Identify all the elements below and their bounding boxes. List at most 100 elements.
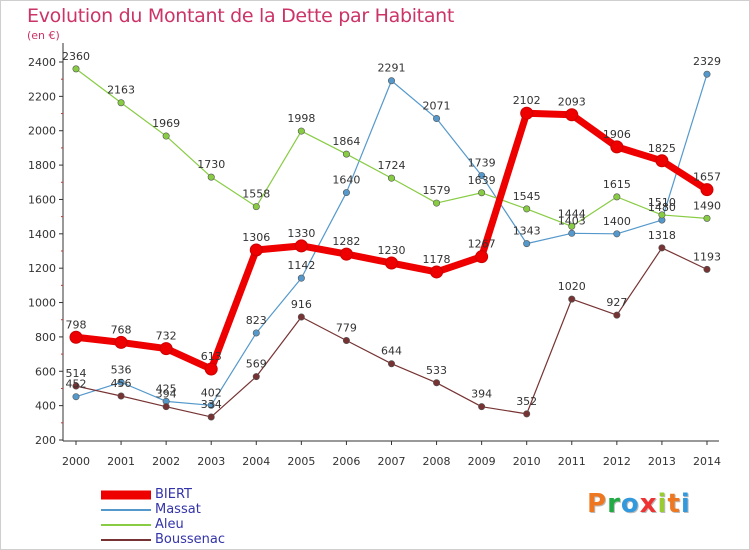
data-point [249,243,263,257]
data-label: 2071 [423,100,451,113]
data-label: 536 [111,363,132,376]
y-tick-label: 800 [35,331,56,344]
data-point [297,127,305,135]
data-label: 732 [156,330,177,343]
data-point [478,403,486,411]
x-tick-label: 2007 [377,455,405,468]
data-point [433,199,441,207]
data-point [342,150,350,158]
logo-letter: o [620,489,640,519]
x-tick-label: 2000 [62,455,90,468]
data-label: 1657 [693,171,721,184]
data-label: 1178 [423,253,451,266]
data-point [159,342,173,356]
data-label: 1403 [558,214,586,227]
data-point [294,239,308,253]
data-point [703,214,711,222]
data-point [117,378,125,386]
data-point [613,193,621,201]
data-label: 2360 [62,50,90,63]
x-tick-label: 2005 [287,455,315,468]
x-tick-label: 2009 [468,455,496,468]
data-point [568,229,576,237]
data-point [207,401,215,409]
y-tick-label: 400 [35,400,56,413]
data-point [342,189,350,197]
data-label: 1306 [242,231,270,244]
data-label: 1020 [558,280,586,293]
legend-label: BIERT [155,487,192,502]
data-label: 2102 [513,94,541,107]
data-label: 394 [471,388,492,401]
data-label: 613 [201,350,222,363]
data-point [703,70,711,78]
legend-item-massat: Massat [101,502,301,517]
data-point [658,244,666,252]
series-massat [72,70,711,409]
data-label: 798 [66,318,87,331]
data-point [523,205,531,213]
data-point [658,211,666,219]
data-label: 1490 [693,199,721,212]
data-label: 1906 [603,128,631,141]
logo-letter: t [667,489,681,519]
data-point [523,240,531,248]
data-label: 2329 [693,55,721,68]
data-label: 1318 [648,229,676,242]
series-biert [69,106,714,376]
data-label: 823 [246,314,267,327]
data-point [430,265,444,279]
data-label: 768 [111,323,132,336]
x-tick-label: 2001 [107,455,135,468]
legend-item-aleu: Aleu [101,517,301,532]
data-label: 1400 [603,215,631,228]
data-label: 1739 [468,157,496,170]
data-point [610,140,624,154]
data-point [387,77,395,85]
data-label: 402 [201,386,222,399]
series-boussenac [72,244,711,421]
data-label: 916 [291,298,312,311]
data-label: 1330 [287,227,315,240]
logo-letter: x [639,489,658,519]
logo-letter: i [657,489,668,519]
x-tick-label: 2002 [152,455,180,468]
data-label: 1510 [648,196,676,209]
x-tick-label: 2008 [423,455,451,468]
data-point [523,410,531,418]
data-label: 1267 [468,238,496,251]
data-point [162,132,170,140]
data-point [613,311,621,319]
x-tick-label: 2012 [603,455,631,468]
y-tick-label: 2200 [28,90,56,103]
legend-label: Aleu [155,517,184,532]
data-label: 1545 [513,190,541,203]
x-tick-label: 2010 [513,455,541,468]
x-tick-label: 2013 [648,455,676,468]
data-point [568,295,576,303]
data-label: 514 [66,367,87,380]
data-label: 334 [201,398,222,411]
legend-swatch [101,538,151,541]
data-label: 533 [426,364,447,377]
data-label: 569 [246,358,267,371]
data-point [475,250,489,264]
data-label: 1730 [197,158,225,171]
data-label: 2291 [377,62,405,75]
data-label: 1640 [332,174,360,187]
data-point [700,183,714,197]
x-tick-label: 2006 [332,455,360,468]
data-point [252,203,260,211]
x-tick-label: 2014 [693,455,721,468]
y-tick-label: 2000 [28,125,56,138]
y-tick-label: 1800 [28,159,56,172]
y-tick-label: 1200 [28,262,56,275]
data-point [117,99,125,107]
data-point [520,106,534,120]
data-label: 2163 [107,84,135,97]
data-labels-layer: 798 768 732 613 1306 1330 1282 1230 1178 1267 2102… [62,50,721,411]
data-label: 644 [381,345,402,358]
data-label: 1142 [287,259,315,272]
axes: 200 400 600 800 1000 1200 1400 1600 1800 2000 2200… [28,43,721,468]
x-tick-label: 2004 [242,455,270,468]
